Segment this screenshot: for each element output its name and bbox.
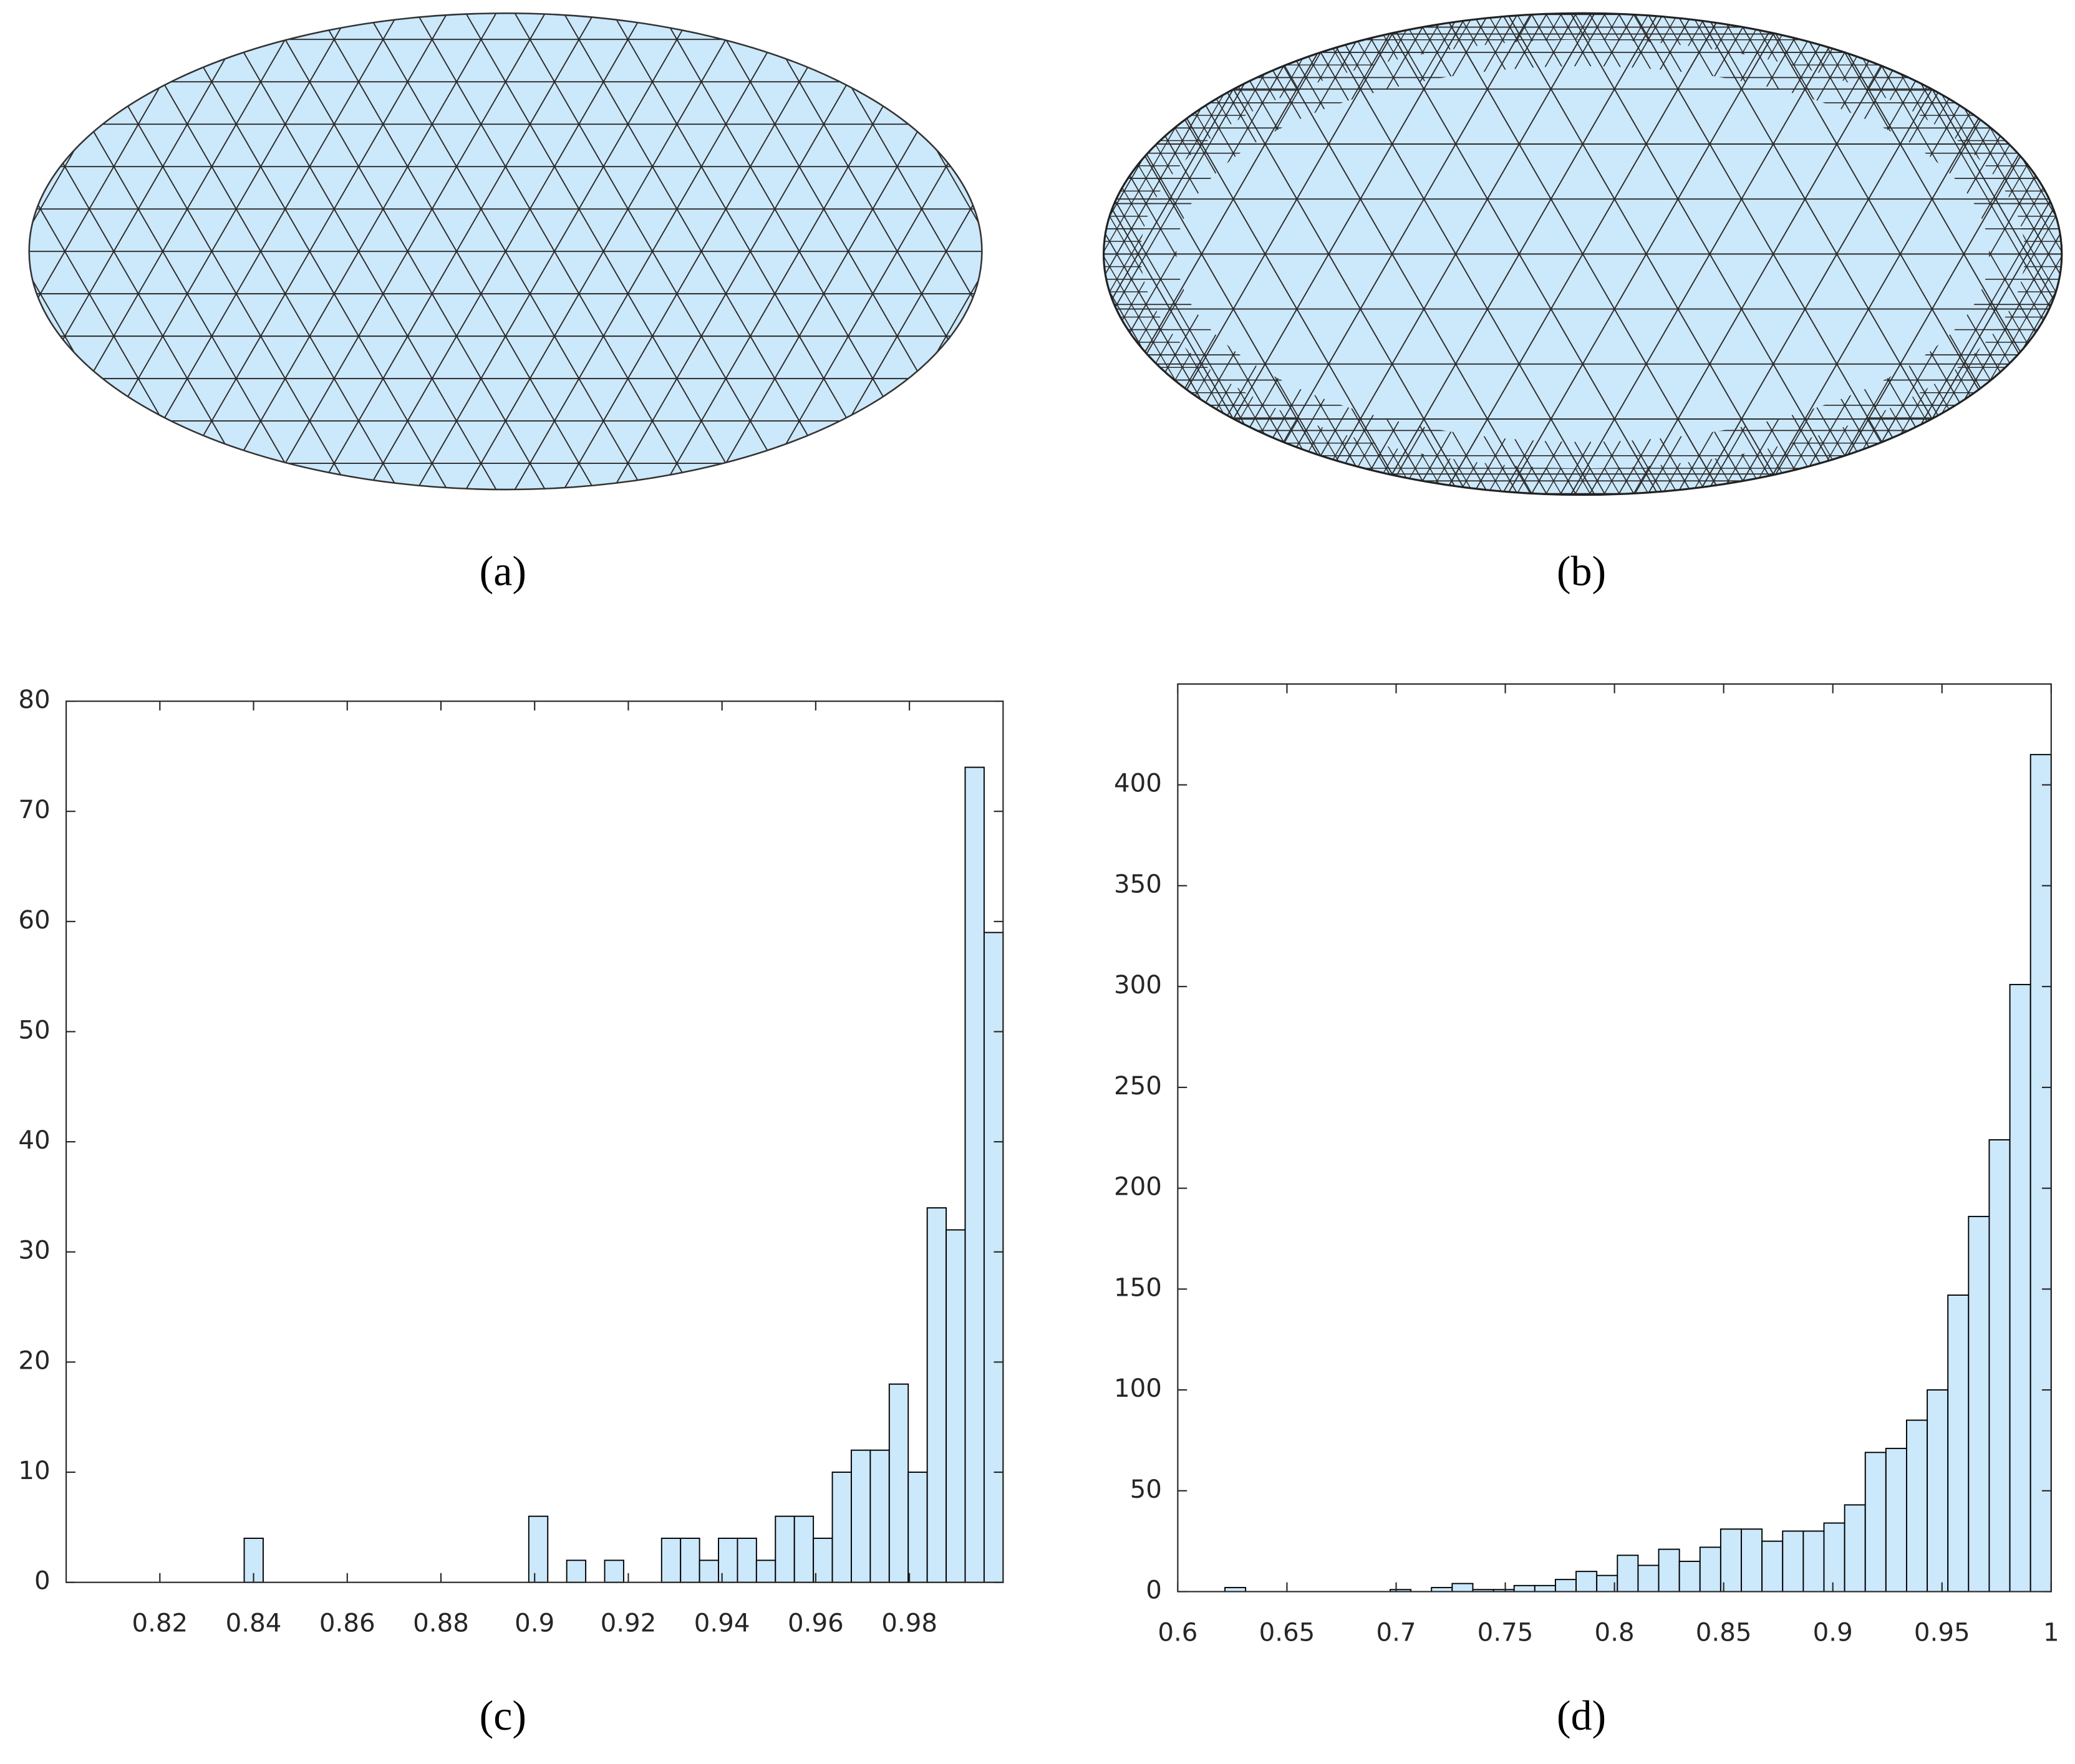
histogram-bar [926,1207,947,1583]
x-tick-label: 0.94 [694,1609,750,1638]
histogram-bar [566,1559,587,1583]
x-tick-label: 0.6 [1158,1617,1197,1647]
y-tick-label: 250 [1114,1071,1162,1101]
x-tick-label: 0.96 [788,1609,844,1638]
x-tick-label: 1 [2043,1617,2059,1647]
histogram-bar [946,1229,966,1583]
y-tick-label: 150 [1114,1273,1162,1302]
histogram-bar [1741,1528,1763,1593]
histogram-bar [1927,1389,1949,1593]
histogram-bar [1782,1530,1804,1593]
histogram-bar [888,1383,909,1583]
histogram-bar [1575,1571,1598,1593]
histogram-bar [1658,1548,1680,1593]
histogram-bar [660,1538,682,1583]
panel-caption: (d) [1557,1692,1606,1739]
y-tick-label: 60 [18,905,50,935]
mesh-edges [29,13,982,490]
histogram-bar [2009,983,2031,1593]
histogram-bar [1699,1546,1721,1593]
histogram-bar [1678,1561,1701,1593]
x-tick-label: 0.95 [1914,1617,1970,1647]
y-tick-label: 20 [18,1346,50,1375]
histogram-bar [775,1515,795,1583]
y-tick-label: 30 [18,1236,50,1265]
x-tick-label: 0.7 [1376,1617,1416,1647]
x-tick-label: 0.84 [226,1609,282,1638]
x-tick-label: 0.8 [1595,1617,1635,1647]
y-tick-label: 400 [1114,769,1162,798]
y-tick-label: 200 [1114,1172,1162,1202]
histogram-bar [1802,1530,1825,1593]
x-tick-label: 0.82 [132,1609,188,1638]
y-tick-label: 100 [1114,1374,1162,1403]
y-tick-label: 50 [18,1015,50,1044]
histogram-bar [1844,1504,1866,1593]
histogram-bar [907,1472,928,1583]
x-tick-label: 0.9 [515,1609,554,1638]
y-tick-label: 40 [18,1125,50,1155]
y-tick-label: 70 [18,795,50,824]
histogram-bar [604,1559,624,1583]
y-tick-label: 300 [1114,970,1162,1000]
histogram-bar [1617,1554,1639,1593]
histogram-bar [983,932,1004,1583]
histogram-bar [737,1538,757,1583]
histogram-bar [851,1449,871,1583]
panel-caption: (a) [480,548,526,595]
histogram-bar [1637,1564,1660,1593]
histogram-bar [528,1515,549,1583]
panel-caption: (c) [480,1692,526,1739]
histogram-bar [2029,754,2052,1593]
y-tick-label: 350 [1114,869,1162,899]
x-tick-label: 0.65 [1259,1617,1315,1647]
y-tick-label: 0 [34,1566,51,1596]
histogram-bar [1761,1540,1784,1593]
y-tick-label: 50 [1130,1475,1162,1504]
histogram-bar [1864,1452,1887,1593]
x-tick-label: 0.85 [1696,1617,1752,1647]
histogram-bar [718,1538,738,1583]
histogram-bar [1823,1522,1845,1593]
histogram-bar [699,1559,719,1583]
mesh-a-border [28,12,983,491]
x-tick-label: 0.98 [881,1609,937,1638]
histogram-bar [1451,1583,1474,1593]
mesh-b-border [1102,12,2063,496]
histogram-bar [680,1538,700,1583]
histogram-bar [869,1449,890,1583]
x-tick-label: 0.92 [601,1609,657,1638]
histogram-bar [1906,1419,1928,1593]
y-tick-label: 10 [18,1456,50,1485]
panel-caption: (b) [1557,548,1606,595]
histogram-bar [831,1472,852,1583]
histogram-bar [1534,1584,1556,1593]
y-tick-label: 80 [18,685,50,715]
histogram-bar [1719,1528,1742,1593]
histogram-bar [1988,1139,2011,1593]
x-tick-label: 0.88 [413,1609,469,1638]
histogram-bar [964,766,985,1583]
histogram-bar [1554,1579,1577,1593]
histogram-bar [793,1515,815,1583]
x-tick-label: 0.86 [319,1609,375,1638]
x-tick-label: 0.9 [1813,1617,1853,1647]
x-tick-label: 0.75 [1478,1617,1534,1647]
histogram-bar [1513,1584,1536,1593]
y-tick-label: 0 [1146,1576,1162,1605]
histogram-bar [1968,1215,1990,1593]
histogram-bar [1885,1447,1907,1593]
histogram-bar [755,1559,776,1583]
histogram-bar [1947,1294,1970,1593]
